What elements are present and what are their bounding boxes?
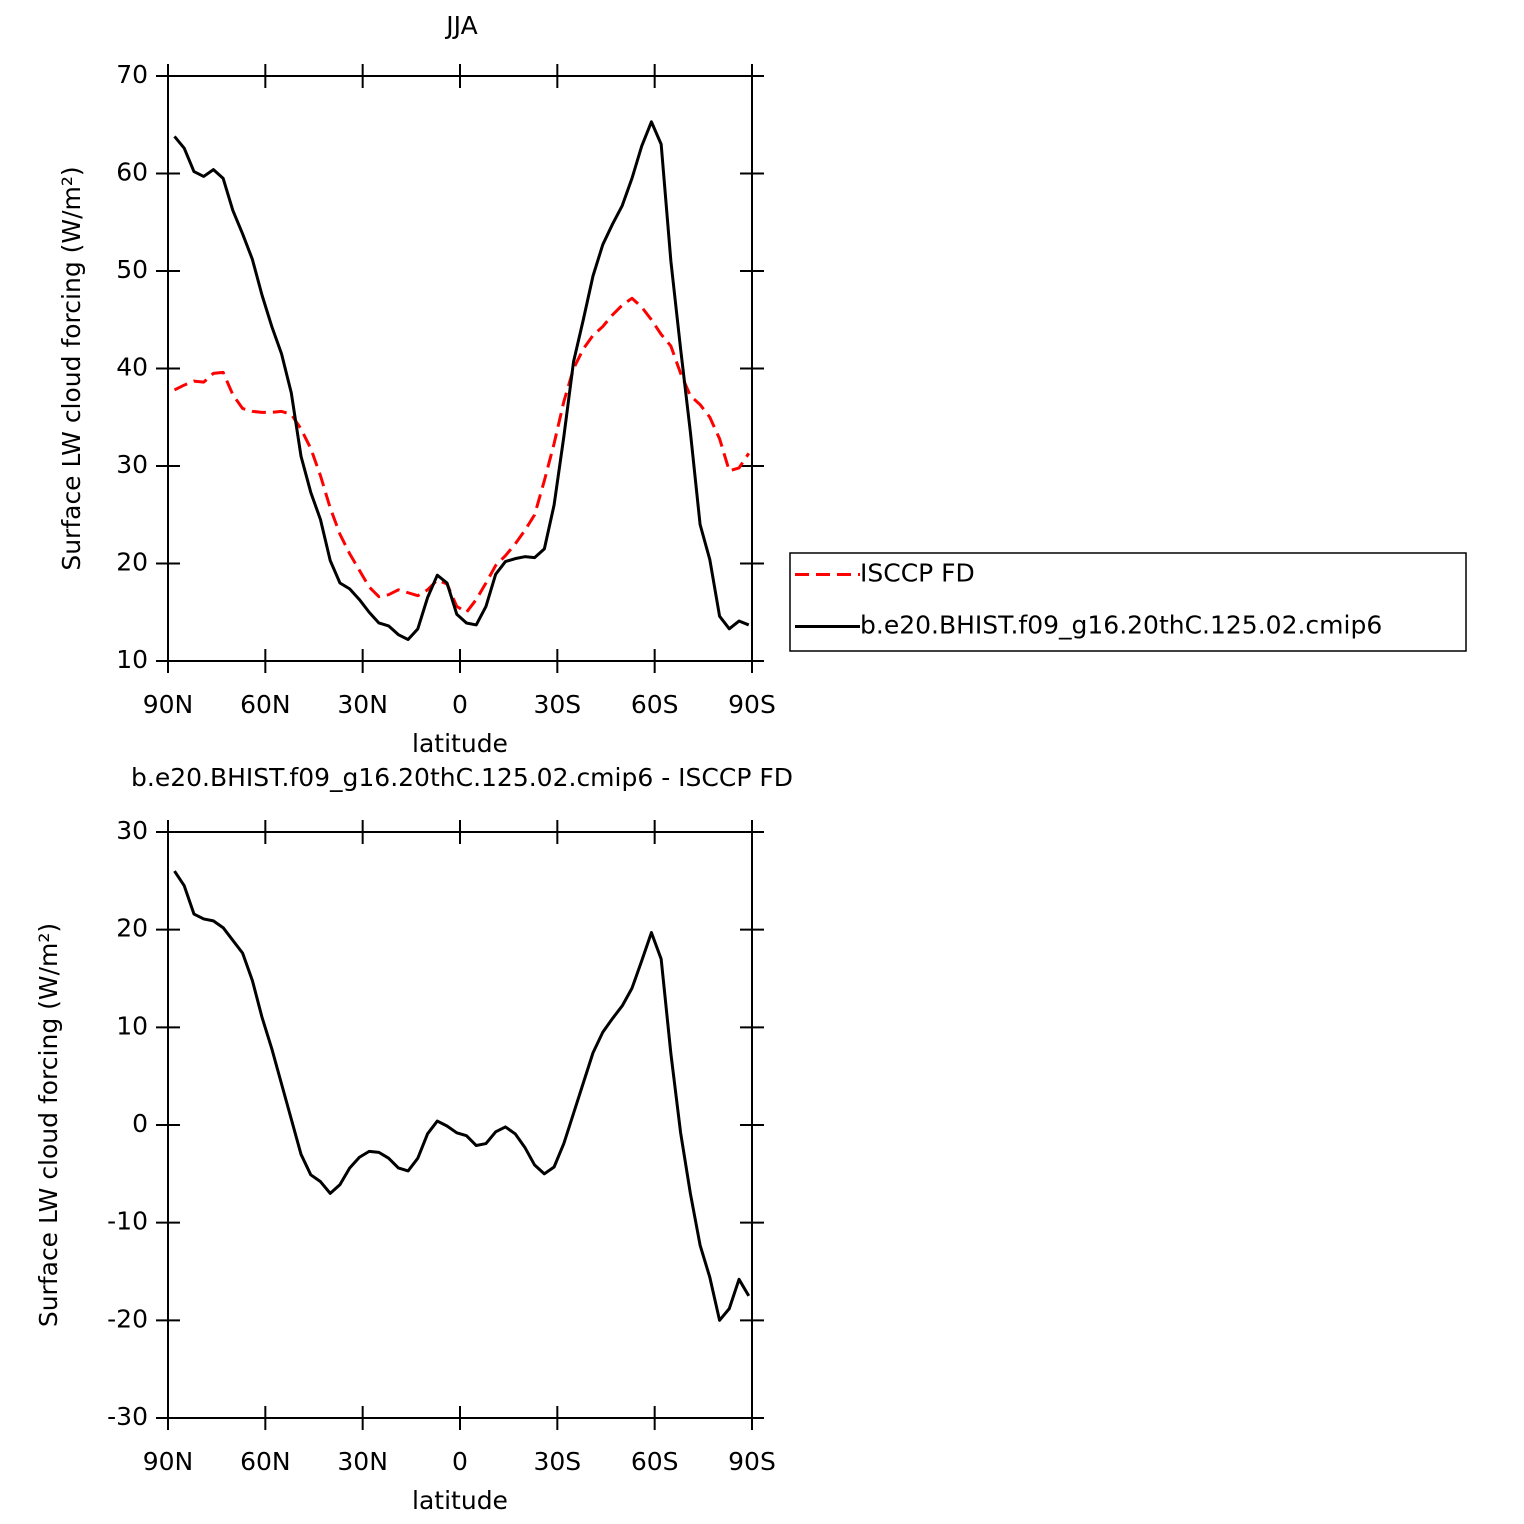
chart-title: b.e20.BHIST.f09_g16.20thC.125.02.cmip6 -… xyxy=(131,763,793,792)
y-tick-label: 60 xyxy=(116,158,148,187)
x-axis-label: latitude xyxy=(412,1486,508,1515)
legend-label: ISCCP FD xyxy=(860,559,975,588)
x-tick-label: 60S xyxy=(631,1447,679,1476)
x-tick-label: 90S xyxy=(728,690,776,719)
series-line xyxy=(173,296,751,614)
y-tick-label: -20 xyxy=(107,1304,148,1333)
y-tick-label: 70 xyxy=(116,60,148,89)
y-tick-label: 0 xyxy=(132,1109,148,1138)
x-tick-label: 30N xyxy=(337,1447,388,1476)
x-tick-label: 0 xyxy=(452,1447,468,1476)
x-axis-label: latitude xyxy=(412,729,508,758)
x-tick-label: 30S xyxy=(533,1447,581,1476)
x-tick-label: 30N xyxy=(337,690,388,719)
series-line xyxy=(173,870,751,1322)
x-tick-label: 90N xyxy=(143,690,194,719)
y-tick-label: 20 xyxy=(116,914,148,943)
x-tick-label: 60N xyxy=(240,1447,291,1476)
y-tick-label: -10 xyxy=(107,1207,148,1236)
legend-label: b.e20.BHIST.f09_g16.20thC.125.02.cmip6 xyxy=(860,611,1382,640)
x-tick-label: 60S xyxy=(631,690,679,719)
legend-box xyxy=(789,552,1467,652)
y-axis-label: Surface LW cloud forcing (W/m²) xyxy=(34,923,63,1327)
y-tick-label: 20 xyxy=(116,548,148,577)
y-tick-label: 10 xyxy=(116,645,148,674)
plot-frame xyxy=(167,831,753,1419)
y-tick-label: 30 xyxy=(116,450,148,479)
y-tick-label: 50 xyxy=(116,255,148,284)
chart-title: JJA xyxy=(444,11,477,40)
y-axis-label: Surface LW cloud forcing (W/m²) xyxy=(57,166,86,570)
y-tick-label: -30 xyxy=(107,1402,148,1431)
y-tick-label: 10 xyxy=(116,1011,148,1040)
x-tick-label: 60N xyxy=(240,690,291,719)
x-tick-label: 90S xyxy=(728,1447,776,1476)
x-tick-label: 0 xyxy=(452,690,468,719)
x-tick-label: 90N xyxy=(143,1447,194,1476)
y-tick-label: 40 xyxy=(116,353,148,382)
y-tick-label: 30 xyxy=(116,816,148,845)
plot-frame xyxy=(167,75,753,662)
x-tick-label: 30S xyxy=(533,690,581,719)
series-line xyxy=(173,120,750,642)
